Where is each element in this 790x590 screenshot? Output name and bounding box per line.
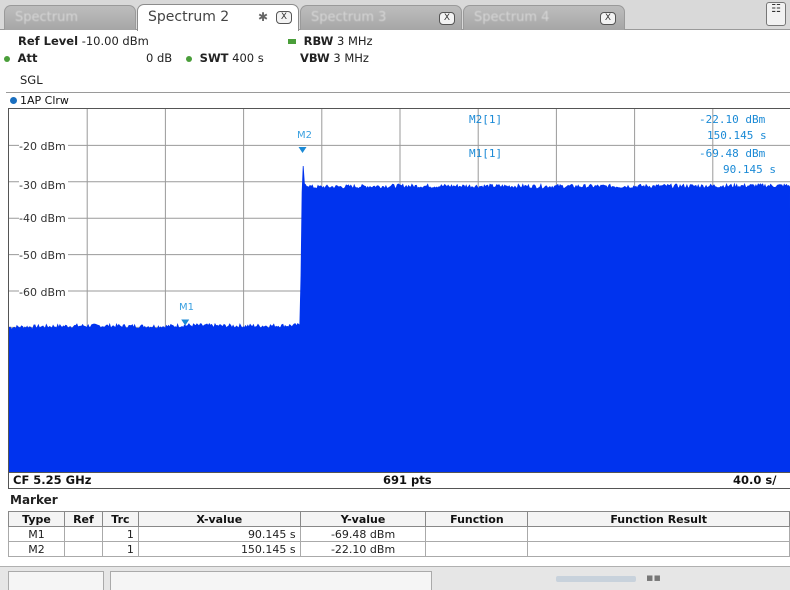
status-dot-icon: [4, 55, 10, 62]
table-row[interactable]: M1 1 90.145 s -69.48 dBm: [8, 526, 790, 542]
window-menu-icon[interactable]: ☷: [766, 2, 786, 26]
tab-label: Spectrum 3: [311, 10, 387, 25]
close-icon[interactable]: X: [276, 11, 292, 24]
swt-label: SWT: [199, 51, 229, 65]
marker-readout-time: 150.145 s: [707, 129, 767, 142]
trace-dot-icon: [10, 97, 17, 104]
table-row[interactable]: M2 1 150.145 s -22.10 dBm: [8, 541, 790, 557]
status-indicator-icon: ▪▪: [646, 571, 661, 584]
progress-indicator: [556, 576, 636, 582]
att-label: Att: [17, 51, 38, 65]
marker-table: Type Ref Trc X-value Y-value Function Fu…: [8, 511, 790, 557]
tab-label: Spectrum 4: [474, 10, 550, 25]
y-axis-label: -60 dBm: [19, 286, 68, 299]
column-header: Type: [8, 511, 65, 527]
marker-readout-name: M2[1]: [469, 113, 503, 126]
tab-spectrum-2[interactable]: Spectrum 2 ✱ X: [137, 4, 299, 31]
marker-readout-time: 90.145 s: [723, 163, 776, 176]
marker-function-result: [527, 526, 790, 542]
sweep-mode: SGL: [20, 73, 43, 87]
tab-spectrum-4[interactable]: Spectrum 4 X: [463, 5, 625, 30]
sweep-points: 691 pts: [383, 473, 432, 487]
spectrum-trace: [9, 165, 790, 473]
column-header: Trc: [101, 511, 139, 527]
vbw-value: 3 MHz: [333, 51, 369, 65]
marker-function: [425, 541, 529, 557]
column-header: Function Result: [527, 511, 790, 527]
marker-m2-label[interactable]: M2: [297, 130, 312, 141]
marker-function-result: [527, 541, 790, 557]
att-value: 0 dB: [146, 51, 173, 65]
tab-spectrum-1[interactable]: Spectrum: [4, 5, 136, 30]
tab-label: Spectrum: [15, 10, 78, 25]
marker-x-value: 150.145 s: [137, 541, 301, 557]
status-dot-icon: [186, 55, 192, 62]
rbw-label: RBW: [303, 34, 334, 48]
status-field[interactable]: [8, 571, 104, 590]
pin-icon[interactable]: ✱: [258, 10, 269, 24]
marker-type: M1: [8, 526, 65, 542]
marker-m1-icon: [181, 319, 190, 326]
plot-footer: CF 5.25 GHz 691 pts 40.0 s/: [8, 472, 790, 489]
marker-type: M2: [8, 541, 65, 557]
marker-function: [425, 526, 529, 542]
vbw-setting[interactable]: VBW 3 MHz: [300, 51, 369, 65]
vbw-label: VBW: [300, 51, 330, 65]
marker-ref: [63, 541, 103, 557]
status-bar: ▪▪: [0, 566, 790, 590]
marker-ref: [63, 526, 103, 542]
marker-readout-level: -22.10 dBm: [699, 113, 766, 126]
table-header-row: Type Ref Trc X-value Y-value Function Fu…: [8, 511, 790, 527]
marker-y-value: -22.10 dBm: [299, 541, 427, 557]
spectrum-plot[interactable]: -20 dBm -30 dBm -40 dBm -50 dBm -60 dBm …: [8, 108, 790, 473]
measurement-settings: Ref Level -10.00 dBm Att 0 dB SWT 400 s …: [0, 31, 790, 91]
tab-bar: Spectrum Spectrum 2 ✱ X Spectrum 3 X Spe…: [0, 0, 790, 31]
ref-level[interactable]: Ref Level -10.00 dBm: [18, 34, 149, 48]
marker-m2-icon: [298, 147, 307, 154]
column-header: Y-value: [299, 511, 427, 527]
marker-table-title: Marker: [10, 493, 58, 507]
swt-setting[interactable]: SWT 400 s: [186, 51, 264, 65]
plot-canvas: [9, 109, 790, 473]
close-icon[interactable]: X: [439, 12, 455, 25]
marker-x-value: 90.145 s: [137, 526, 301, 542]
trace-info-bar: 1AP Clrw: [6, 92, 790, 108]
column-header: Function: [425, 511, 529, 527]
y-axis-label: -40 dBm: [19, 212, 68, 225]
status-bar-icon: [288, 39, 296, 44]
trace-label: 1AP Clrw: [20, 94, 69, 107]
marker-readout-level: -69.48 dBm: [699, 147, 766, 160]
center-frequency: CF 5.25 GHz: [13, 473, 92, 487]
ref-level-label: Ref Level: [18, 34, 79, 48]
column-header: X-value: [137, 511, 301, 527]
marker-readout-name: M1[1]: [469, 147, 503, 160]
tab-label: Spectrum 2: [148, 9, 230, 25]
marker-trace: 1: [101, 526, 139, 542]
att-setting[interactable]: Att: [4, 51, 38, 65]
y-axis-label: -30 dBm: [19, 179, 68, 192]
close-icon[interactable]: X: [600, 12, 616, 25]
y-axis-label: -50 dBm: [19, 249, 68, 262]
y-axis-label: -20 dBm: [19, 140, 68, 153]
tab-spectrum-3[interactable]: Spectrum 3 X: [300, 5, 462, 30]
rbw-value: 3 MHz: [337, 34, 373, 48]
marker-y-value: -69.48 dBm: [299, 526, 427, 542]
rbw-setting[interactable]: RBW 3 MHz: [288, 34, 373, 48]
column-header: Ref: [63, 511, 103, 527]
marker-trace: 1: [101, 541, 139, 557]
swt-value: 400 s: [232, 51, 264, 65]
ref-level-value: -10.00 dBm: [81, 34, 149, 48]
time-per-division: 40.0 s/: [733, 473, 777, 487]
marker-m1-label[interactable]: M1: [179, 302, 194, 313]
status-message-field: [110, 571, 432, 590]
